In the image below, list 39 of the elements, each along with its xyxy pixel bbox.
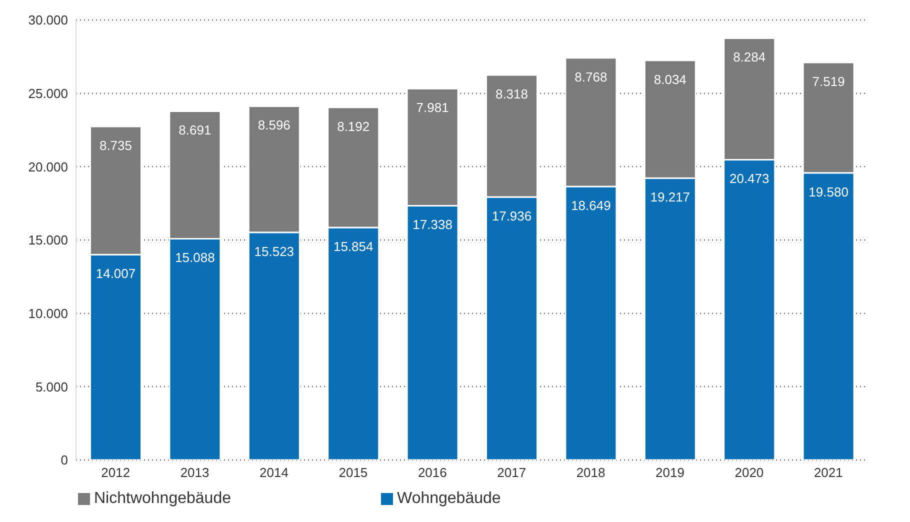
data-label: 7.981 (416, 100, 449, 116)
data-label: 8.735 (99, 138, 132, 153)
y-tick-label: 30.000 (28, 12, 68, 28)
data-label: 19.217 (650, 190, 690, 205)
legend-label: Wohngebäude (397, 490, 501, 507)
data-label: 8.192 (337, 118, 370, 134)
legend-label: Nichtwohngebäude (94, 490, 231, 507)
data-label: 15.523 (254, 244, 294, 259)
y-tick-label: 15.000 (28, 232, 68, 248)
data-label: 15.854 (333, 238, 374, 254)
data-label: 14.007 (96, 266, 136, 281)
data-label: 17.338 (412, 217, 452, 232)
data-label: 8.691 (178, 122, 212, 138)
x-tick-label: 2016 (418, 465, 447, 480)
data-label: 7.519 (812, 74, 845, 89)
x-tick-label: 2013 (180, 465, 210, 480)
x-tick-label: 2021 (814, 465, 843, 480)
y-tick-label: 5.000 (35, 379, 68, 394)
x-tick-label: 2015 (338, 465, 368, 480)
y-tick-label: 20.000 (28, 159, 68, 174)
y-tick-label: 10.000 (28, 306, 68, 321)
x-tick-label: 2018 (576, 465, 606, 480)
data-label: 19.580 (808, 184, 848, 200)
data-label: 8.284 (733, 50, 766, 65)
data-label: 8.596 (258, 118, 290, 133)
data-label: 17.936 (492, 208, 532, 224)
y-tick-label: 0 (60, 452, 68, 468)
data-label: 8.034 (654, 72, 686, 87)
x-tick-label: 2017 (497, 465, 526, 480)
x-tick-label: 2020 (734, 465, 764, 480)
x-tick-label: 2012 (101, 465, 130, 480)
data-label: 20.473 (729, 171, 770, 186)
data-label: 8.768 (574, 69, 608, 84)
data-label: 18.649 (571, 198, 611, 213)
y-tick-label: 25.000 (28, 86, 68, 101)
x-tick-label: 2019 (656, 465, 684, 480)
data-label: 15.088 (175, 250, 215, 266)
x-tick-label: 2014 (260, 465, 288, 480)
data-label: 8.318 (495, 86, 528, 102)
